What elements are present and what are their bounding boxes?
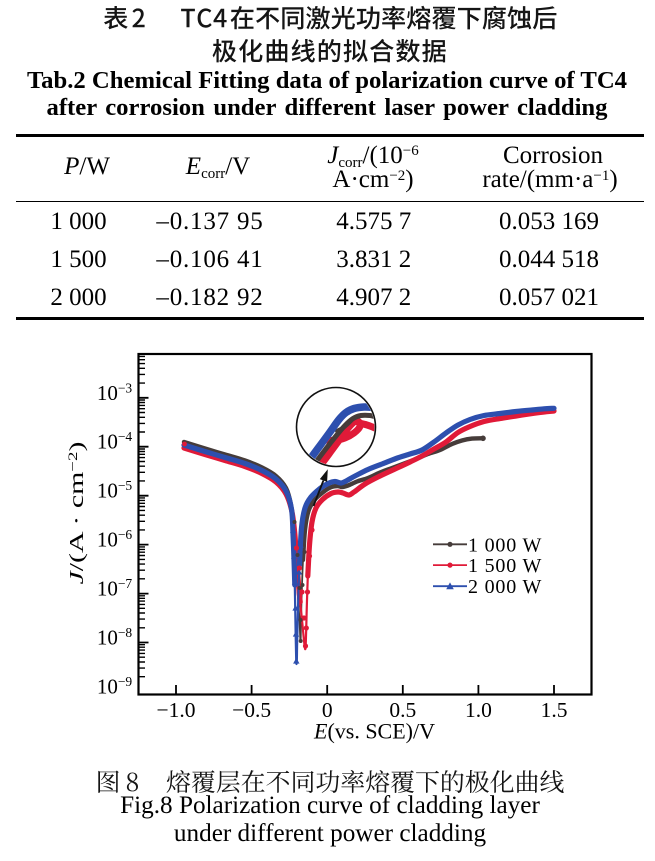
svg-text:E(vs. SCE)/V: E(vs. SCE)/V bbox=[313, 719, 435, 744]
svg-text:1.0: 1.0 bbox=[465, 698, 492, 722]
svg-text:2 000 W: 2 000 W bbox=[468, 576, 542, 598]
svg-text:J/(A · cm−2): J/(A · cm−2) bbox=[65, 442, 88, 585]
svg-text:10−8: 10−8 bbox=[97, 625, 133, 650]
svg-text:1.5: 1.5 bbox=[541, 698, 568, 722]
svg-text:10−5: 10−5 bbox=[97, 478, 133, 503]
svg-text:10−9: 10−9 bbox=[97, 674, 133, 699]
svg-text:10−6: 10−6 bbox=[97, 527, 133, 552]
svg-text:0: 0 bbox=[322, 698, 333, 722]
svg-text:0.5: 0.5 bbox=[389, 698, 416, 722]
svg-text:1 000 W: 1 000 W bbox=[468, 534, 542, 556]
svg-text:10−3: 10−3 bbox=[97, 380, 133, 405]
svg-text:−1.0: −1.0 bbox=[156, 698, 195, 722]
svg-text:−0.5: −0.5 bbox=[232, 698, 271, 722]
svg-text:1 500 W: 1 500 W bbox=[468, 555, 542, 577]
svg-text:10−4: 10−4 bbox=[97, 429, 133, 454]
svg-text:10−7: 10−7 bbox=[97, 576, 133, 601]
